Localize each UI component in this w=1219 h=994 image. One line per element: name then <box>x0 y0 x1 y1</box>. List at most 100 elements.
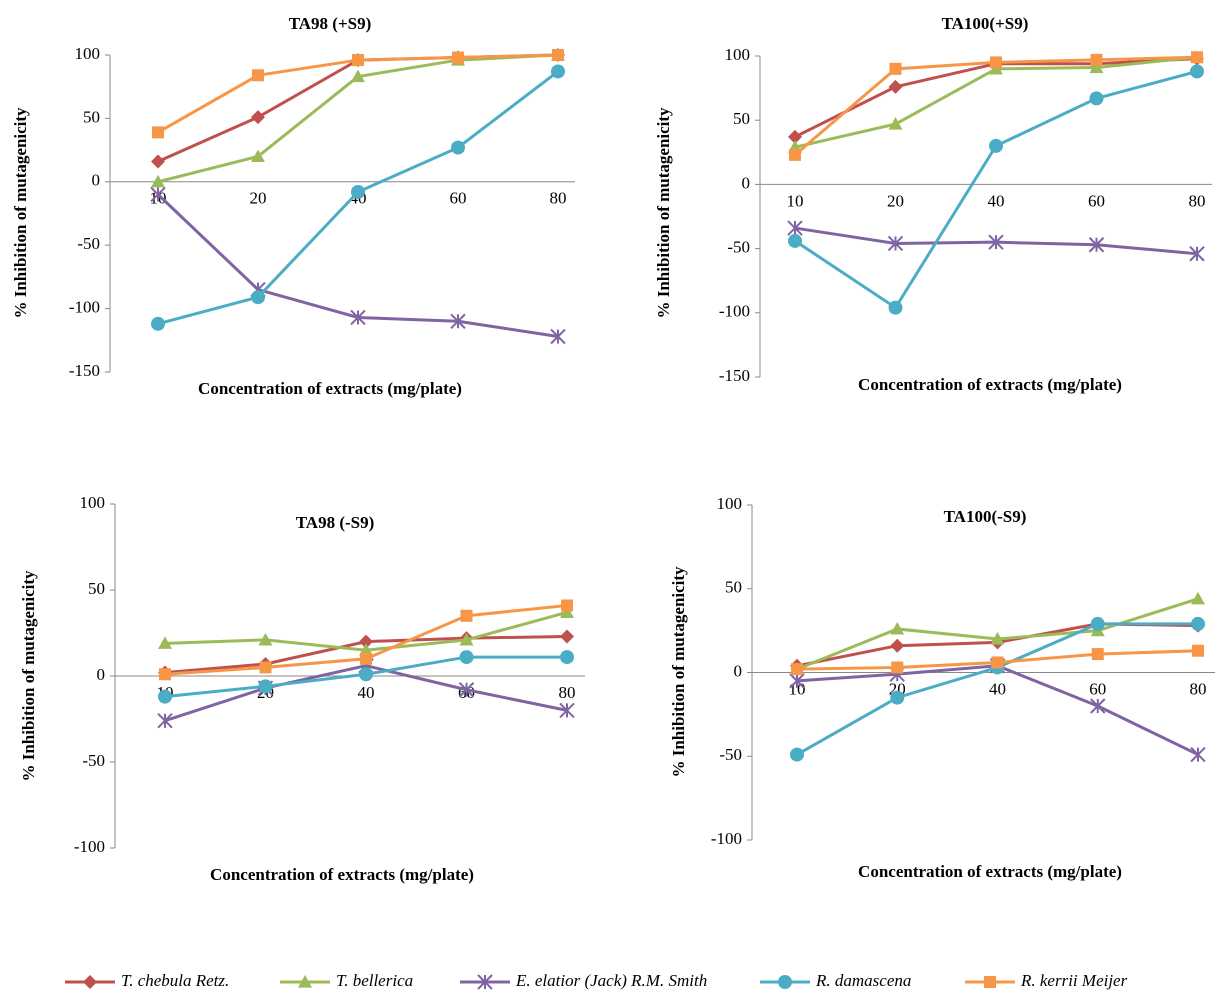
marker <box>1092 648 1104 660</box>
y-tick-label: 0 <box>92 171 101 190</box>
y-tick-label: 0 <box>742 173 751 192</box>
y-tick-label: -100 <box>719 302 750 321</box>
legend-label: E. elatior (Jack) R.M. Smith <box>515 971 707 990</box>
x-tick-label: 80 <box>1190 679 1207 698</box>
marker <box>990 56 1002 68</box>
y-tick-label: 100 <box>75 44 101 63</box>
marker <box>158 690 172 704</box>
legend-label: T. chebula Retz. <box>121 971 229 990</box>
marker <box>151 317 165 331</box>
marker <box>891 661 903 673</box>
y-axis-title: % Inhibition of mutagenicity <box>654 107 673 319</box>
x-tick-label: 80 <box>559 683 576 702</box>
marker <box>251 290 265 304</box>
y-tick-label: -100 <box>711 829 742 848</box>
y-axis-title: % Inhibition of mutagenicity <box>669 566 688 778</box>
legend-label: T. bellerica <box>336 971 413 990</box>
y-tick-label: -150 <box>69 361 100 380</box>
x-axis-title: Concentration of extracts (mg/plate) <box>198 379 462 398</box>
y-tick-label: -100 <box>74 837 105 856</box>
marker <box>984 976 996 988</box>
marker <box>352 54 364 66</box>
marker <box>890 63 902 75</box>
marker <box>151 155 165 169</box>
marker <box>890 639 904 653</box>
y-tick-label: 0 <box>734 661 743 680</box>
x-axis-title: Concentration of extracts (mg/plate) <box>210 865 474 884</box>
marker <box>451 141 465 155</box>
x-axis-title: Concentration of extracts (mg/plate) <box>858 375 1122 394</box>
marker <box>251 110 265 124</box>
marker <box>83 975 97 989</box>
marker <box>260 661 272 673</box>
marker <box>889 117 903 130</box>
y-tick-label: 50 <box>725 578 742 597</box>
marker <box>560 629 574 643</box>
y-tick-label: -50 <box>727 238 750 257</box>
marker <box>791 663 803 675</box>
marker <box>992 656 1004 668</box>
marker <box>1191 592 1205 605</box>
marker <box>1192 645 1204 657</box>
y-tick-label: 100 <box>80 493 106 512</box>
marker <box>1191 617 1205 631</box>
marker <box>552 49 564 61</box>
marker <box>351 185 365 199</box>
marker <box>158 714 172 728</box>
y-tick-label: 50 <box>733 109 750 128</box>
y-tick-label: 0 <box>97 665 106 684</box>
y-tick-label: 100 <box>725 45 751 64</box>
marker <box>159 668 171 680</box>
marker <box>889 80 903 94</box>
marker <box>359 667 373 681</box>
x-tick-label: 60 <box>1089 679 1106 698</box>
chart-title: TA98 (-S9) <box>296 513 375 532</box>
marker <box>790 748 804 762</box>
marker <box>788 234 802 248</box>
x-tick-label: 80 <box>550 189 567 208</box>
marker <box>452 52 464 64</box>
y-tick-label: 50 <box>83 107 100 126</box>
marker <box>461 610 473 622</box>
y-axis-title: % Inhibition of mutagenicity <box>11 107 30 319</box>
y-tick-label: 50 <box>88 579 105 598</box>
marker <box>259 679 273 693</box>
y-tick-label: -150 <box>719 366 750 385</box>
marker <box>889 301 903 315</box>
y-tick-label: -50 <box>77 234 100 253</box>
marker <box>561 599 573 611</box>
y-tick-label: 100 <box>717 494 743 513</box>
chart-title: TA100(-S9) <box>944 507 1027 526</box>
x-tick-label: 10 <box>787 191 804 210</box>
marker <box>1091 699 1105 713</box>
marker <box>1191 748 1205 762</box>
marker <box>1191 51 1203 63</box>
y-tick-label: -50 <box>82 751 105 770</box>
marker <box>890 691 904 705</box>
marker <box>252 69 264 81</box>
legend-label: R. kerrii Meijer <box>1020 971 1128 990</box>
marker <box>560 650 574 664</box>
chart-title: TA98 (+S9) <box>289 14 372 33</box>
x-tick-label: 60 <box>1088 191 1105 210</box>
chart-title: TA100(+S9) <box>942 14 1029 33</box>
marker <box>152 126 164 138</box>
x-tick-label: 40 <box>989 679 1006 698</box>
figure: -150 -100 -50 0 50 100 10 20 40 60 80 TA98 (+S9) Con… <box>0 0 1219 994</box>
marker <box>778 975 792 989</box>
marker <box>989 139 1003 153</box>
marker <box>1091 617 1105 631</box>
x-tick-label: 20 <box>887 191 904 210</box>
x-tick-label: 40 <box>358 683 375 702</box>
x-tick-label: 40 <box>988 191 1005 210</box>
x-tick-label: 80 <box>1189 191 1206 210</box>
y-tick-label: -50 <box>719 745 742 764</box>
marker <box>789 149 801 161</box>
marker <box>360 653 372 665</box>
marker <box>460 650 474 664</box>
marker <box>551 64 565 78</box>
x-tick-label: 60 <box>450 189 467 208</box>
y-axis-title: % Inhibition of mutagenicity <box>19 570 38 782</box>
x-axis-title: Concentration of extracts (mg/plate) <box>858 862 1122 881</box>
marker <box>1090 91 1104 105</box>
